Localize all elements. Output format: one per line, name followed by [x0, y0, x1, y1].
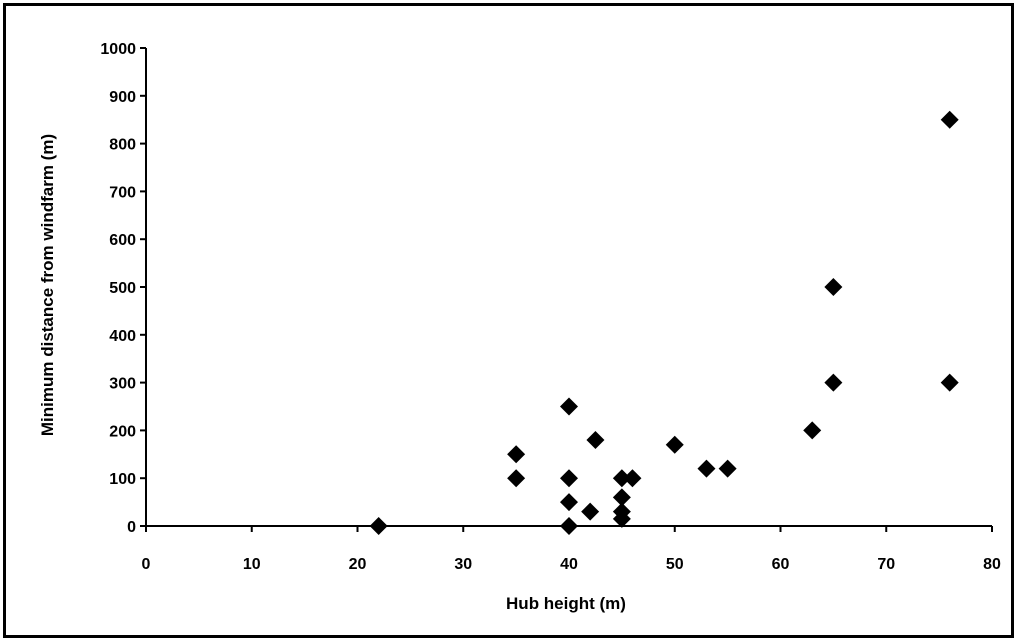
data-point — [560, 493, 578, 512]
data-point — [824, 278, 843, 296]
data-point — [612, 469, 631, 488]
y-tick-label: 900 — [109, 89, 136, 106]
y-tick-label: 300 — [109, 376, 136, 393]
data-point — [612, 509, 631, 528]
data-point — [560, 397, 578, 416]
y-tick-label: 600 — [109, 232, 136, 249]
y-tick-label: 400 — [109, 328, 136, 345]
y-tick-label: 100 — [109, 471, 136, 488]
y-tick-label: 800 — [109, 137, 136, 154]
data-point — [623, 469, 642, 488]
y-axis-title: Minimum distance from windfarm (m) — [38, 134, 57, 436]
x-tick-label: 60 — [772, 556, 790, 573]
y-tick-label: 700 — [109, 184, 136, 201]
y-tick-label: 500 — [109, 280, 136, 297]
data-point — [665, 435, 684, 454]
data-point — [586, 430, 605, 449]
data-point — [369, 517, 388, 535]
chart-frame — [3, 3, 1014, 638]
data-point — [560, 517, 578, 535]
axes: 0 100 200 300 400 500 600 700 800 900 1000 0 10 20 30… — [100, 41, 1001, 573]
data-point — [824, 373, 843, 392]
x-tick-label: 0 — [142, 556, 151, 573]
data-point — [803, 421, 822, 440]
x-tick-label: 50 — [666, 556, 684, 573]
data-point — [940, 110, 959, 129]
x-tick-label: 30 — [454, 556, 472, 573]
data-point — [697, 459, 716, 478]
data-point — [581, 502, 600, 521]
x-ticks: 0 10 20 30 40 50 60 70 80 — [142, 526, 1001, 573]
x-tick-label: 80 — [983, 556, 1001, 573]
x-tick-label: 20 — [349, 556, 367, 573]
data-point — [560, 469, 578, 488]
data-point — [940, 373, 959, 392]
data-point — [507, 469, 526, 488]
y-tick-label: 200 — [109, 423, 136, 440]
x-tick-label: 10 — [243, 556, 261, 573]
y-tick-label: 1000 — [100, 41, 136, 58]
x-tick-label: 70 — [877, 556, 895, 573]
data-point — [718, 459, 737, 478]
data-points — [369, 110, 959, 535]
x-tick-label: 40 — [560, 556, 578, 573]
x-axis-title: Hub height (m) — [506, 594, 626, 613]
y-ticks: 0 100 200 300 400 500 600 700 800 900 1000 — [100, 41, 146, 536]
data-point — [612, 488, 631, 507]
data-point — [507, 445, 526, 464]
y-tick-label: 0 — [127, 519, 136, 536]
